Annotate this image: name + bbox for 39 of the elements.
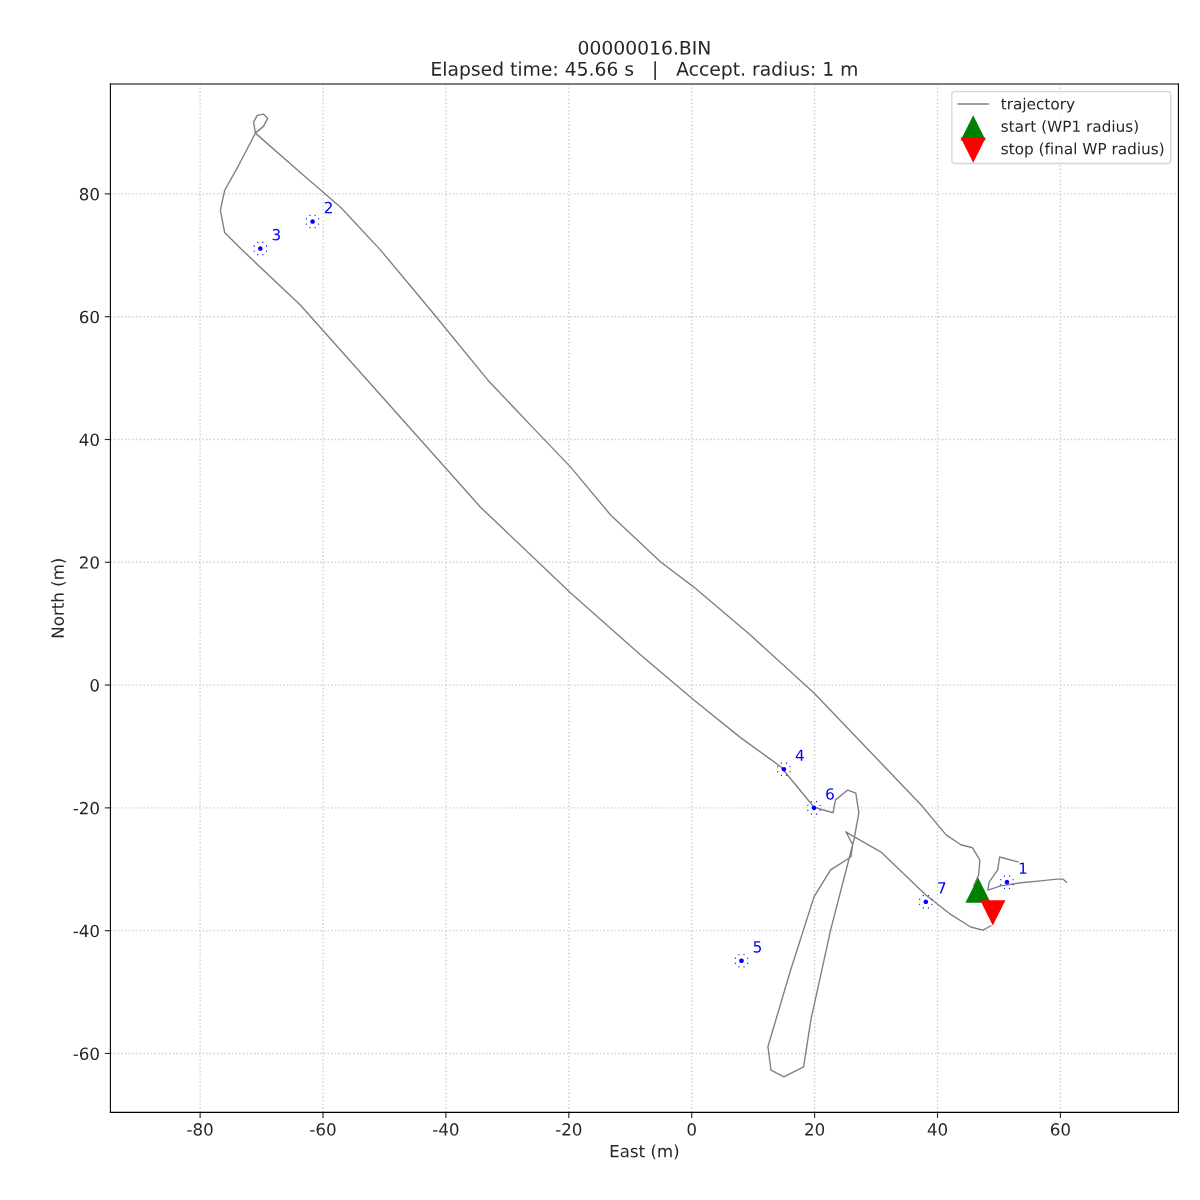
annotation: 6: [826, 788, 834, 800]
y-tick-label: -60: [73, 1047, 99, 1061]
annotation: 7: [938, 882, 946, 894]
chart-subtitle: Elapsed time: 45.66 s | Accept. radius: 1 m: [432, 61, 857, 81]
legend-label: start (WP1 radius): [1001, 120, 1138, 134]
x-axis-title: East (m): [610, 1144, 679, 1160]
legend-label: trajectory: [1001, 97, 1075, 113]
y-axis-title: North (m): [51, 559, 66, 638]
x-tick-label: 0: [687, 1123, 696, 1136]
x-tick-label: -40: [433, 1123, 459, 1136]
y-tick-label: -20: [73, 801, 99, 815]
legend-label: stop (final WP radius): [1001, 142, 1164, 158]
point: [734, 953, 749, 968]
y-tick-label: 80: [79, 187, 99, 201]
x-tick-label: 60: [1050, 1123, 1070, 1136]
annotation: 1: [1019, 862, 1027, 874]
y-tick-label: 20: [80, 556, 99, 569]
x-tick-label: 20: [805, 1123, 825, 1136]
point: [919, 895, 933, 909]
y-tick-label: -40: [73, 924, 99, 938]
y-tick-label: 60: [79, 310, 99, 324]
point: [807, 801, 821, 815]
point: [980, 900, 1006, 926]
point: [253, 241, 268, 256]
x-tick-label: -80: [187, 1123, 213, 1136]
point: [1000, 875, 1014, 889]
point: [965, 877, 991, 903]
x-tick-label: -60: [310, 1123, 336, 1136]
y-tick-label: 40: [79, 433, 99, 447]
y-tick-label: 0: [90, 679, 99, 692]
point: [777, 762, 791, 776]
annotation: 2: [324, 201, 332, 214]
chart-title: 00000016.BIN: [578, 40, 710, 55]
point: [305, 214, 320, 229]
annotation: 3: [272, 228, 280, 241]
x-tick-label: 40: [927, 1123, 948, 1136]
annotation: 5: [753, 941, 761, 953]
annotation: 4: [795, 749, 804, 761]
x-tick-label: -20: [556, 1123, 582, 1136]
